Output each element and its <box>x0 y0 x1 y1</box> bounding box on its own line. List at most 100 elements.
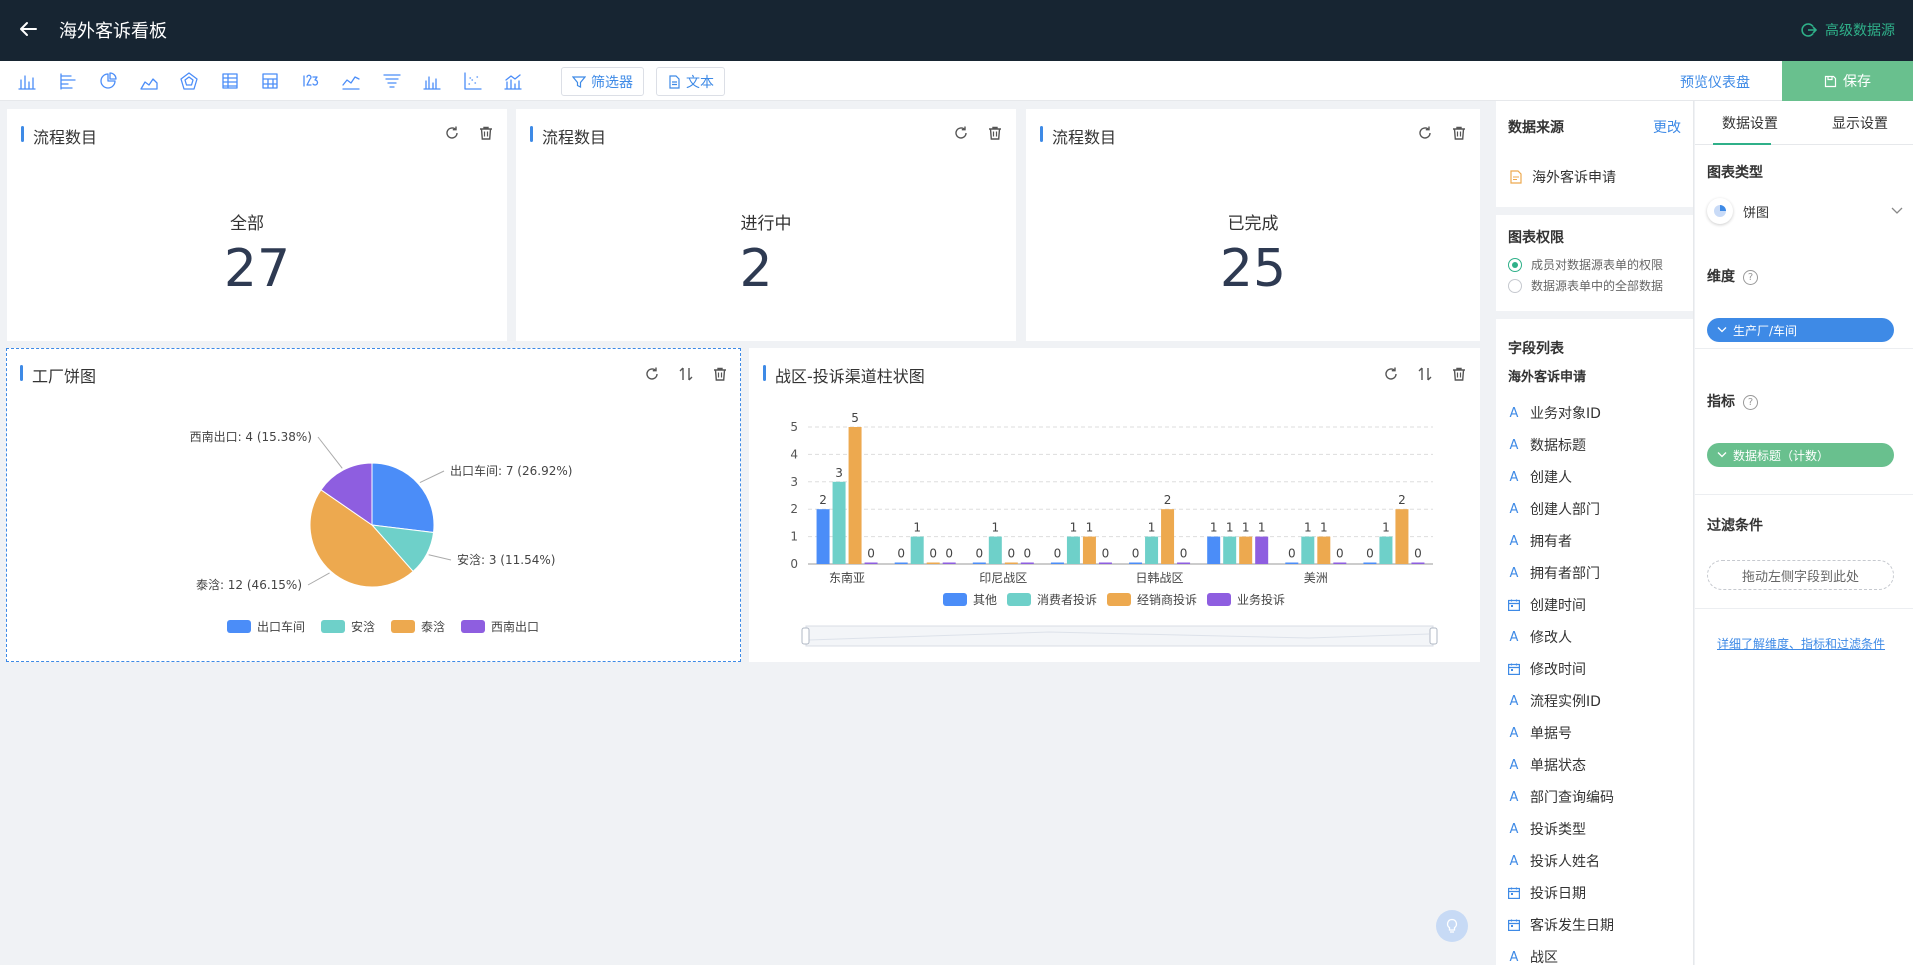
legend-swatch[interactable] <box>391 620 415 633</box>
bar[interactable] <box>926 562 940 565</box>
radar-chart-icon[interactable] <box>176 68 202 94</box>
field-item[interactable]: A 业务对象ID <box>1508 397 1688 429</box>
chart-type-select[interactable]: 饼图 <box>1707 195 1903 227</box>
field-item[interactable]: A 投诉类型 <box>1508 813 1688 845</box>
permission-option-member[interactable]: 成员对数据源表单的权限 <box>1508 256 1663 273</box>
refresh-icon[interactable] <box>443 124 461 142</box>
bar-chart-icon[interactable] <box>14 68 40 94</box>
bar[interactable] <box>1301 536 1315 564</box>
bar[interactable] <box>1098 562 1112 565</box>
bar[interactable] <box>1223 536 1237 564</box>
filter-drop-zone[interactable]: 拖动左侧字段到此处 <box>1707 560 1894 590</box>
learn-more-link[interactable]: 详细了解维度、指标和过滤条件 <box>1717 637 1886 651</box>
filter-button[interactable]: 筛选器 <box>561 67 644 96</box>
legend-swatch[interactable] <box>1207 593 1231 606</box>
refresh-icon[interactable] <box>1416 124 1434 142</box>
zoom-handle-left[interactable] <box>801 627 810 645</box>
legend-swatch[interactable] <box>227 620 251 633</box>
bar[interactable] <box>1363 562 1377 565</box>
field-item[interactable]: A 单据状态 <box>1508 749 1688 781</box>
field-item[interactable]: A 拥有者 <box>1508 525 1688 557</box>
bar[interactable] <box>1411 562 1425 565</box>
field-item[interactable]: 创建时间 <box>1508 589 1688 621</box>
dimension-pill[interactable]: 生产厂/车间 <box>1707 318 1894 342</box>
pie-chart[interactable]: 出口车间: 7 (26.92%) 安浛: 3 (11.54%) 泰浛: 12 (46… <box>6 348 741 662</box>
bar[interactable] <box>1050 562 1064 565</box>
tab-data-settings[interactable]: 数据设置 <box>1722 116 1778 132</box>
line-chart-icon[interactable] <box>338 68 364 94</box>
delete-icon[interactable] <box>711 365 729 383</box>
pie-slice[interactable] <box>371 462 435 534</box>
field-item[interactable]: A 数据标题 <box>1508 429 1688 461</box>
kpi-card-in-progress[interactable]: 流程数目 进行中 2 <box>516 109 1016 341</box>
field-item[interactable]: A 战区 <box>1508 941 1688 965</box>
bar[interactable] <box>1255 536 1269 564</box>
kpi-card-all[interactable]: 流程数目 全部 27 <box>7 109 507 341</box>
area-chart-icon[interactable] <box>136 68 162 94</box>
back-arrow-icon[interactable] <box>16 17 40 41</box>
refresh-icon[interactable] <box>643 365 661 383</box>
zoom-handle-right[interactable] <box>1429 627 1438 645</box>
bar[interactable] <box>972 562 986 565</box>
scatter-chart-icon[interactable] <box>460 68 486 94</box>
metric-pill[interactable]: 数据标题（计数） <box>1707 443 1894 467</box>
bar[interactable] <box>1177 562 1191 565</box>
field-item[interactable]: A 投诉人姓名 <box>1508 845 1688 877</box>
zoom-slider[interactable] <box>805 625 1434 647</box>
bar[interactable] <box>894 562 908 565</box>
field-item[interactable]: A 拥有者部门 <box>1508 557 1688 589</box>
legend-swatch[interactable] <box>321 620 345 633</box>
pie-slice[interactable] <box>309 489 414 588</box>
legend-swatch[interactable] <box>1107 593 1131 606</box>
bar[interactable] <box>1082 536 1096 564</box>
field-item[interactable]: A 部门查询编码 <box>1508 781 1688 813</box>
field-item[interactable]: A 修改人 <box>1508 621 1688 653</box>
text-button[interactable]: 文本 <box>656 67 725 96</box>
bar[interactable] <box>1161 509 1175 564</box>
bar[interactable] <box>1004 562 1018 565</box>
kpi-card-completed[interactable]: 流程数目 已完成 25 <box>1026 109 1480 341</box>
bar[interactable] <box>1395 509 1409 564</box>
bar[interactable] <box>1317 536 1331 564</box>
bar[interactable] <box>1207 536 1221 564</box>
bar[interactable] <box>1285 562 1299 565</box>
number-card-icon[interactable] <box>298 68 324 94</box>
funnel-chart-icon[interactable] <box>379 68 405 94</box>
sort-icon[interactable] <box>1416 365 1434 383</box>
list-table-icon[interactable] <box>217 68 243 94</box>
field-item[interactable]: A 创建人部门 <box>1508 493 1688 525</box>
tab-display-settings[interactable]: 显示设置 <box>1832 116 1888 132</box>
pie-chart-card[interactable]: 工厂饼图 出口车间: 7 (26.92%) 安浛: 3 (11.54%) 泰浛: 1… <box>6 348 741 662</box>
column-chart-icon[interactable] <box>419 68 445 94</box>
horizontal-bar-icon[interactable] <box>55 68 81 94</box>
delete-icon[interactable] <box>1450 365 1468 383</box>
pie-slice[interactable] <box>320 462 373 526</box>
bar[interactable] <box>816 509 830 564</box>
field-item[interactable]: A 流程实例ID <box>1508 685 1688 717</box>
delete-icon[interactable] <box>986 124 1004 142</box>
bar[interactable] <box>1145 536 1159 564</box>
legend-swatch[interactable] <box>943 593 967 606</box>
bar[interactable] <box>864 562 878 565</box>
field-item[interactable]: A 单据号 <box>1508 717 1688 749</box>
bar[interactable] <box>848 427 862 564</box>
field-item[interactable]: 投诉日期 <box>1508 877 1688 909</box>
radio-selected[interactable] <box>1508 257 1522 272</box>
help-icon[interactable]: ? <box>1743 269 1758 285</box>
field-item[interactable]: 修改时间 <box>1508 653 1688 685</box>
change-datasource-link[interactable]: 更改 <box>1653 120 1681 136</box>
bar[interactable] <box>1239 536 1253 564</box>
datasource-item[interactable]: 海外客诉申请 <box>1510 167 1616 187</box>
permission-option-all[interactable]: 数据源表单中的全部数据 <box>1508 277 1663 294</box>
bar[interactable] <box>1020 562 1034 565</box>
advanced-datasource-link[interactable]: 高级数据源 <box>1801 20 1895 40</box>
preview-dashboard-link[interactable]: 预览仪表盘 <box>1680 75 1750 91</box>
field-item[interactable]: 客诉发生日期 <box>1508 909 1688 941</box>
radio-unselected[interactable] <box>1508 278 1522 293</box>
bar[interactable] <box>1066 536 1080 564</box>
field-item[interactable]: A 创建人 <box>1508 461 1688 493</box>
help-icon[interactable]: ? <box>1743 394 1758 410</box>
delete-icon[interactable] <box>477 124 495 142</box>
help-bubble-button[interactable] <box>1436 910 1468 942</box>
